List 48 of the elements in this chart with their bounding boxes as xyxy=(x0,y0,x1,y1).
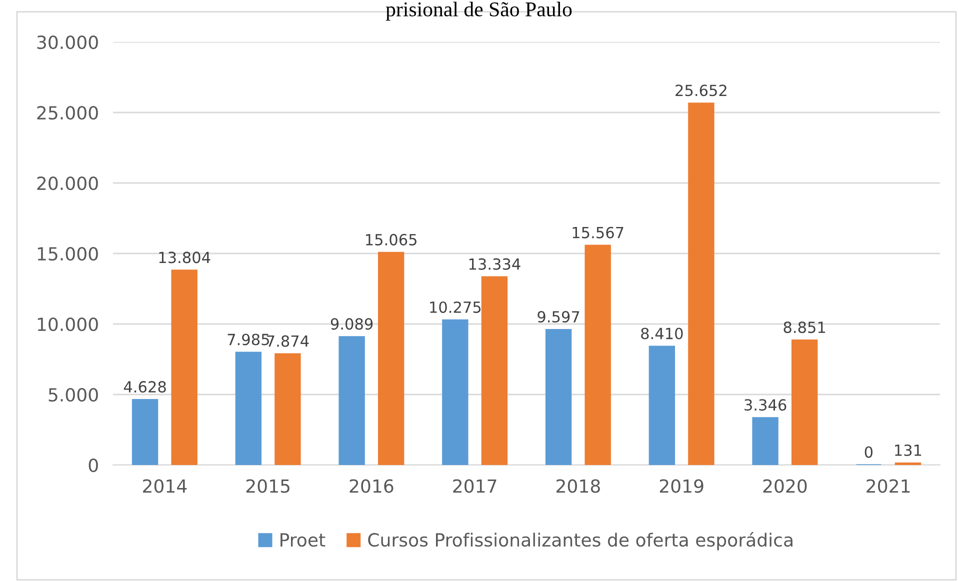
bar xyxy=(378,252,404,465)
bar xyxy=(132,399,158,465)
bar xyxy=(752,417,778,465)
data-label: 9.089 xyxy=(330,318,373,330)
data-label: 131 xyxy=(895,444,922,456)
data-label: 7.874 xyxy=(267,335,309,347)
legend-label: Cursos Profissionalizantes de oferta esporádica xyxy=(368,532,792,550)
y-tick-label: 20.000 xyxy=(37,176,98,190)
x-tick-label: 2021 xyxy=(866,479,910,493)
bar xyxy=(481,276,508,465)
x-tick-label: 2020 xyxy=(763,479,807,493)
legend-label: Proet xyxy=(280,533,326,547)
bar xyxy=(235,352,262,465)
y-tick-label: 0 xyxy=(88,458,98,472)
data-label: 7.985 xyxy=(228,334,269,346)
y-tick-label: 25.000 xyxy=(37,106,98,120)
bar xyxy=(545,328,572,465)
bar xyxy=(442,319,468,465)
y-tick-label: 15.000 xyxy=(38,246,98,261)
bar xyxy=(648,346,676,465)
bar xyxy=(584,244,611,465)
bar xyxy=(171,270,198,465)
y-tick-label: 10.000 xyxy=(38,317,98,332)
data-label: 13.804 xyxy=(159,252,210,264)
data-label: 8.410 xyxy=(641,328,683,340)
bar xyxy=(688,102,714,465)
data-label: 13.334 xyxy=(469,258,520,270)
x-tick-label: 2014 xyxy=(143,479,187,493)
data-label: 9.597 xyxy=(538,311,580,323)
chart-title: prisional de São Paulo xyxy=(386,2,572,21)
data-label: 15.065 xyxy=(366,234,416,246)
y-tick-label: 30.000 xyxy=(37,35,98,50)
x-tick-label: 2019 xyxy=(660,479,704,493)
data-label: 25.652 xyxy=(676,84,726,96)
bar xyxy=(338,336,365,465)
x-tick-label: 2015 xyxy=(246,479,290,493)
data-label: 3.346 xyxy=(744,399,786,411)
data-label: 10.275 xyxy=(430,301,481,313)
bar xyxy=(791,340,818,465)
data-label: 15.567 xyxy=(572,226,624,238)
x-tick-label: 2016 xyxy=(350,479,394,493)
x-tick-label: 2018 xyxy=(556,479,600,493)
data-label: 0 xyxy=(864,446,873,458)
bar xyxy=(274,353,301,465)
x-tick-label: 2017 xyxy=(453,479,496,493)
y-tick-label: 5.000 xyxy=(48,388,98,402)
data-label: 8.851 xyxy=(784,322,826,334)
data-label: 4.628 xyxy=(124,381,166,393)
